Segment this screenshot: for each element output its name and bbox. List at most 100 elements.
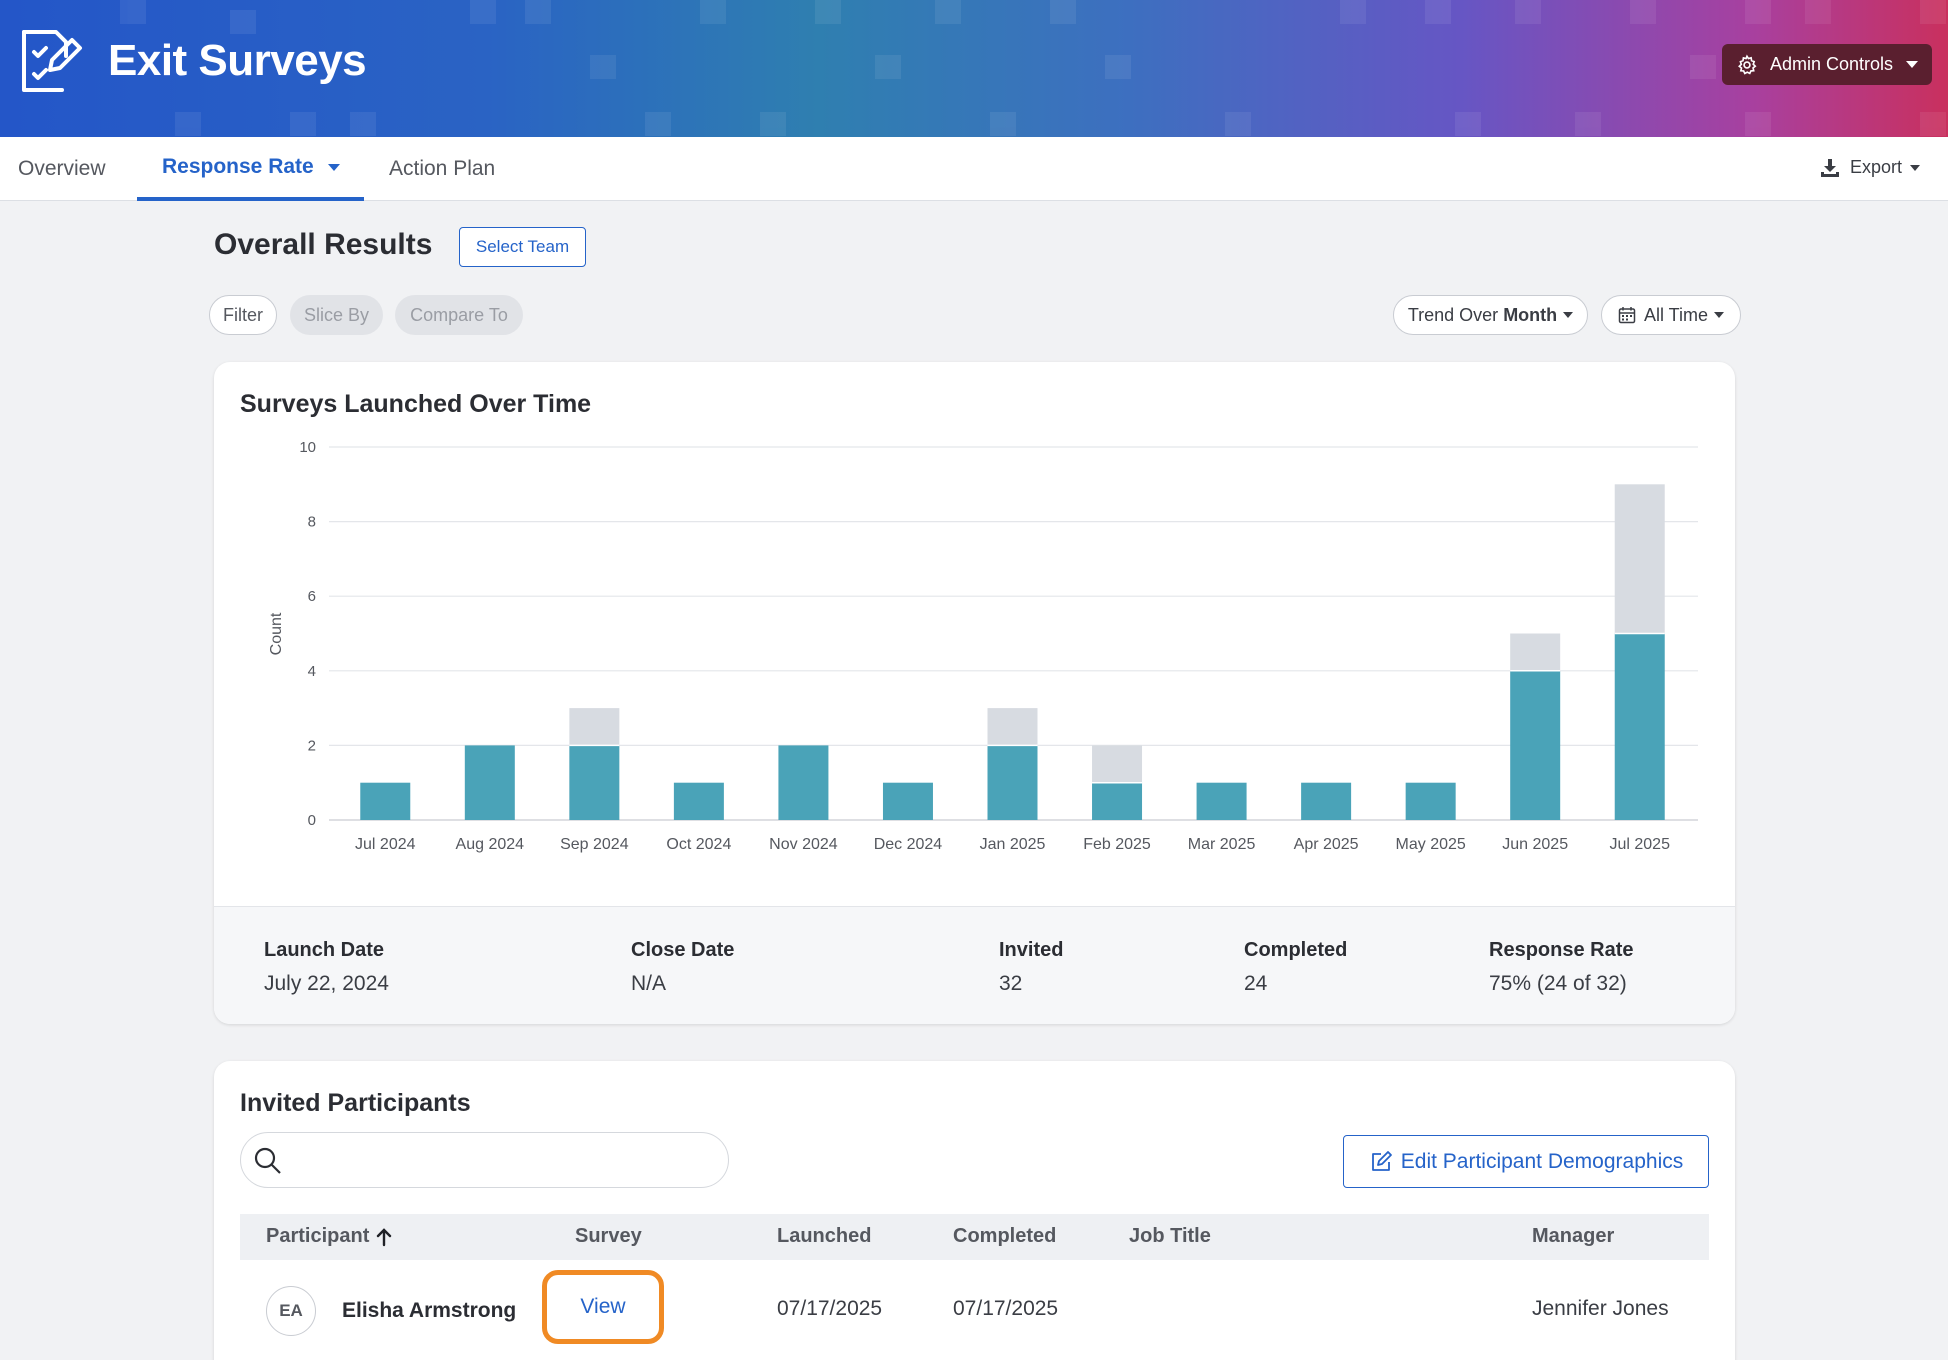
tab-bar: Overview Response Rate Action Plan Expor…: [0, 137, 1948, 201]
compare-to-button[interactable]: Compare To: [395, 295, 523, 335]
y-tick-label: 0: [308, 812, 316, 829]
chevron-down-icon: [1910, 164, 1920, 171]
chart-bars: [360, 484, 1665, 820]
y-tick-label: 8: [308, 514, 316, 531]
column-job-title[interactable]: Job Title: [1129, 1225, 1211, 1247]
stat-response-rate: Response Rate 75% (24 of 32): [1489, 939, 1634, 996]
bar-segment-secondary: [1614, 484, 1665, 634]
stat-label: Launch Date: [264, 939, 385, 961]
trend-dropdown[interactable]: Trend Over Month: [1393, 295, 1588, 335]
y-tick-label: 4: [308, 663, 316, 680]
admin-controls-button[interactable]: Admin Controls: [1722, 44, 1932, 85]
column-survey[interactable]: Survey: [575, 1225, 642, 1247]
x-tick-label: Nov 2024: [769, 836, 838, 853]
arrow-up-icon: [377, 1227, 392, 1246]
chart-grid: [329, 446, 1698, 821]
bar-segment-secondary: [1092, 745, 1143, 783]
header-pattern: [120, 0, 1946, 136]
y-tick-label: 10: [299, 439, 316, 456]
survey-document-icon: [22, 30, 82, 92]
tab-overview[interactable]: Overview: [18, 157, 106, 180]
y-tick-label: 2: [308, 737, 316, 754]
slice-by-button[interactable]: Slice By: [290, 295, 383, 335]
x-tick-label: May 2025: [1396, 836, 1466, 853]
trend-prefix: Trend Over: [1407, 304, 1499, 325]
chart-card: Surveys Launched Over Time 0 2 4 6 8 10 Jul 20…: [214, 362, 1735, 1024]
x-tick-label: Dec 2024: [874, 836, 943, 853]
column-manager[interactable]: Manager: [1532, 1225, 1615, 1247]
stat-launch-date: Launch Date July 22, 2024: [264, 939, 389, 996]
bar-segment-primary: [569, 745, 620, 820]
time-range-dropdown[interactable]: All Time: [1601, 295, 1741, 335]
chart-title: Surveys Launched Over Time: [240, 390, 592, 418]
stat-value: 75% (24 of 32): [1489, 972, 1627, 995]
stat-close-date: Close Date N/A: [631, 939, 734, 996]
x-tick-label: Jul 2024: [355, 836, 416, 853]
view-survey-highlight: View: [542, 1270, 664, 1344]
bar-segment-secondary: [1510, 633, 1561, 671]
bar-segment-primary: [1614, 633, 1665, 820]
launched-date: 07/17/2025: [777, 1297, 883, 1320]
bar-segment-secondary: [569, 708, 620, 746]
completed-date: 07/17/2025: [953, 1297, 1059, 1320]
stat-label: Response Rate: [1489, 939, 1634, 961]
x-tick-label: Aug 2024: [456, 836, 525, 853]
stat-completed: Completed 24: [1244, 939, 1347, 996]
select-team-button[interactable]: Select Team: [459, 227, 586, 267]
app-title: Exit Surveys: [108, 36, 367, 85]
x-tick-label: Jan 2025: [980, 836, 1046, 853]
bar-segment-primary: [987, 745, 1038, 820]
stat-value: 32: [999, 972, 1023, 995]
column-participant[interactable]: Participant: [266, 1225, 393, 1248]
search-icon: [254, 1147, 281, 1174]
filter-button[interactable]: Filter: [209, 295, 277, 335]
edit-participant-demographics-label: Edit Participant Demographics: [1400, 1149, 1684, 1173]
chart-labels: 0 2 4 6 8 10 Jul 2024 Aug 2024 Sep 2024 Oct 2024 N…: [299, 439, 1670, 853]
x-tick-label: Oct 2024: [666, 836, 731, 853]
bar-segment-primary: [464, 745, 515, 820]
bar-segment-primary: [1510, 670, 1561, 820]
x-tick-label: Apr 2025: [1294, 836, 1359, 853]
chevron-down-icon: [1906, 61, 1918, 68]
bar-segment-primary: [778, 745, 829, 820]
participant-name: Elisha Armstrong: [342, 1299, 517, 1322]
tab-action-plan[interactable]: Action Plan: [389, 157, 496, 180]
view-survey-link[interactable]: View: [580, 1295, 626, 1318]
tab-response-rate[interactable]: Response Rate: [137, 137, 364, 201]
trend-value: Month: [1503, 304, 1558, 325]
app-header: Exit Surveys Admin Controls: [0, 0, 1948, 137]
chevron-down-icon: [327, 163, 340, 171]
column-launched[interactable]: Launched: [777, 1225, 872, 1247]
avatar: EA: [266, 1286, 316, 1336]
bar-segment-primary: [1301, 782, 1352, 820]
bar-segment-primary: [882, 782, 933, 820]
stat-label: Close Date: [631, 939, 735, 961]
edit-participant-demographics-button[interactable]: Edit Participant Demographics: [1343, 1135, 1709, 1188]
survey-stats: Launch Date July 22, 2024 Close Date N/A…: [214, 906, 1735, 1024]
table-header: Participant Survey Launched Completed Jo…: [240, 1214, 1709, 1260]
page-title: Overall Results: [214, 228, 433, 261]
x-tick-label: Jun 2025: [1502, 836, 1568, 853]
edit-icon: [1371, 1150, 1392, 1171]
time-range-label: All Time: [1643, 304, 1708, 325]
chevron-down-icon: [1714, 312, 1724, 318]
stat-value: 24: [1244, 972, 1268, 995]
x-tick-label: Feb 2025: [1083, 836, 1151, 853]
gear-icon: [1738, 53, 1757, 75]
admin-controls-label: Admin Controls: [1770, 54, 1894, 74]
participant-search-input[interactable]: [240, 1132, 729, 1188]
export-button[interactable]: Export: [1820, 157, 1920, 178]
y-axis-label: Count: [268, 612, 285, 655]
chevron-down-icon: [1563, 312, 1574, 318]
export-label: Export: [1849, 157, 1902, 177]
table-row: EA Elisha Armstrong View 07/17/2025 07/1…: [240, 1260, 1709, 1360]
column-completed[interactable]: Completed: [953, 1225, 1057, 1247]
x-tick-label: Sep 2024: [560, 836, 629, 853]
y-tick-label: 6: [308, 588, 316, 605]
bar-segment-primary: [1092, 782, 1143, 820]
bar-segment-primary: [1196, 782, 1247, 820]
manager-name: Jennifer Jones: [1532, 1297, 1669, 1320]
stat-value: July 22, 2024: [264, 972, 389, 995]
bar-segment-secondary: [987, 708, 1038, 746]
bar-segment-primary: [673, 782, 724, 820]
